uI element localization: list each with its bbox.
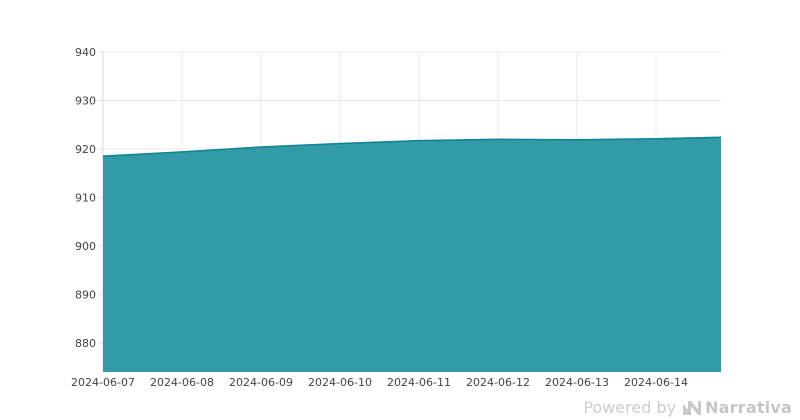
x-tick-label: 2024-06-10: [308, 376, 372, 389]
y-tick-label: 880: [75, 337, 96, 350]
x-tick-label: 2024-06-14: [624, 376, 688, 389]
y-tick-label: 890: [75, 288, 96, 301]
area-line: [102, 136, 722, 157]
area-fill: [103, 137, 721, 372]
y-tick-label: 920: [75, 143, 96, 156]
y-tick-label: 910: [75, 191, 96, 204]
x-tick-label: 2024-06-08: [150, 376, 214, 389]
brand-text: Narrativa: [705, 398, 792, 417]
x-tick-label: 2024-06-09: [229, 376, 293, 389]
y-tick-label: 940: [75, 46, 96, 59]
x-tick-label: 2024-06-13: [545, 376, 609, 389]
y-tick-label: 900: [75, 240, 96, 253]
narrativa-logo-icon: [683, 401, 702, 415]
y-tick-label: 930: [75, 94, 96, 107]
powered-by-text: Powered by: [583, 398, 677, 417]
x-tick-label: 2024-06-11: [387, 376, 451, 389]
x-tick-label: 2024-06-07: [71, 376, 135, 389]
watermark: Powered by Narrativa: [583, 400, 792, 416]
x-tick-label: 2024-06-12: [466, 376, 530, 389]
